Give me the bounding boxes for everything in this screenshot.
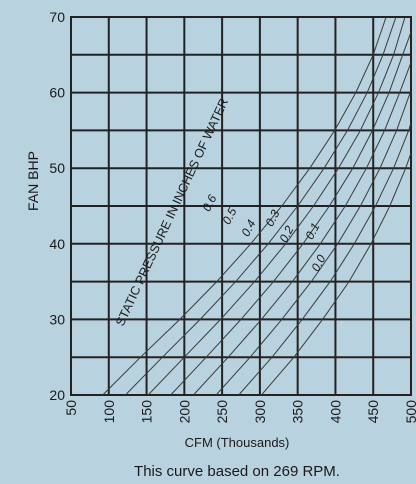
pressure-curve-0.3 (193, 62, 412, 396)
pressure-curve-extra (102, 16, 387, 396)
x-tick-label: 400 (327, 400, 343, 424)
x-tick-label: 200 (176, 400, 192, 424)
pressure-curve-0.4 (170, 31, 412, 396)
pressure-curve-0.0 (261, 152, 412, 396)
x-tick-label: 350 (290, 400, 306, 424)
curve-label-0.1: 0.1 (302, 220, 322, 241)
pressure-curve-0.6 (125, 16, 397, 396)
x-tick-label: 150 (139, 400, 155, 424)
curve-label-0.2: 0.2 (276, 223, 296, 245)
x-axis-label: CFM (Thousands) (185, 435, 290, 450)
x-tick-label: 300 (252, 400, 268, 424)
pressure-curve-0.5 (147, 16, 406, 396)
curve-label-0.4: 0.4 (238, 217, 258, 239)
x-tick-label: 100 (101, 400, 117, 424)
curve-label-0.6: 0.6 (199, 192, 219, 214)
y-tick-label: 30 (49, 311, 65, 327)
y-tick-label: 70 (49, 9, 65, 25)
pressure-curve-0.2 (215, 92, 411, 396)
x-tick-label: 500 (403, 400, 416, 424)
x-tick-label: 250 (214, 400, 230, 424)
pressure-curves (102, 16, 412, 396)
y-tick-label: 20 (49, 387, 65, 403)
chart-caption: This curve based on 269 RPM. (134, 463, 340, 480)
pressure-curve-0.1 (238, 122, 412, 396)
y-tick-label: 40 (49, 236, 65, 252)
x-tick-label: 450 (365, 400, 381, 424)
y-tick-label: 60 (49, 85, 65, 101)
y-axis-label: FAN BHP (25, 151, 41, 211)
x-tick-label: 50 (63, 400, 79, 416)
tick-labels: 20 30 40 50 60 70 50 100 150 200 250 300 350 400 450 50… (49, 9, 416, 423)
y-tick-label: 50 (49, 160, 65, 176)
curve-labels: 0.00.10.20.30.40.50.6 (199, 192, 328, 274)
